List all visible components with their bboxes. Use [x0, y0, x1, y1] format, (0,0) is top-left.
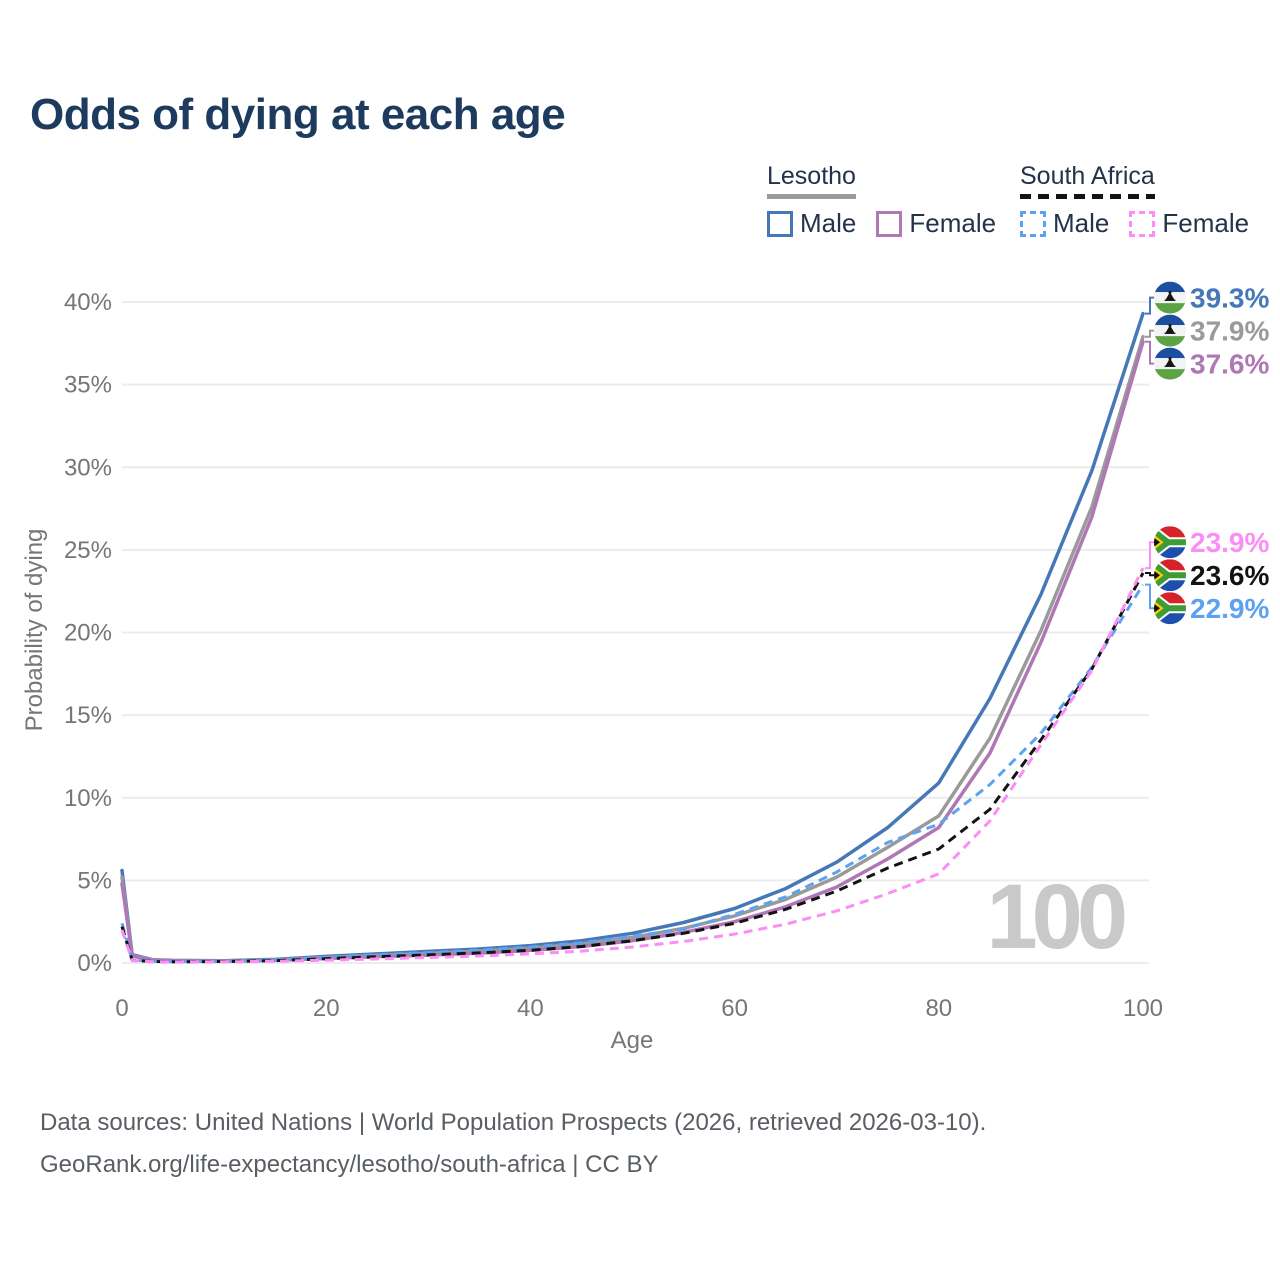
- y-tick-label: 20%: [64, 620, 112, 647]
- y-tick-label: 30%: [64, 454, 112, 481]
- lesotho-flag-icon: [1154, 314, 1186, 347]
- end-label-connector-lesotho-total: [1145, 329, 1154, 338]
- footer-attribution: GeoRank.org/life-expectancy/lesotho/sout…: [40, 1151, 659, 1178]
- end-label-connector-south-africa-total: [1145, 572, 1154, 577]
- x-tick-label: 80: [925, 995, 952, 1022]
- end-value-lesotho-total: 37.9%: [1190, 316, 1269, 347]
- end-label-connector-south-africa-male: [1145, 583, 1154, 610]
- y-tick-label: 15%: [64, 702, 112, 729]
- x-axis-title: Age: [611, 1027, 654, 1054]
- south-africa-flag-icon: [1154, 526, 1186, 559]
- page-title: Odds of dying at each age: [30, 90, 566, 139]
- x-tick-label: 60: [721, 995, 748, 1022]
- end-value-lesotho-male: 39.3%: [1190, 283, 1269, 314]
- legend-items-south-africa: Male Female: [1020, 208, 1269, 239]
- south-africa-flag-icon: [1154, 592, 1186, 625]
- x-tick-label: 100: [1123, 995, 1163, 1022]
- legend-label-south-africa-male: Male: [1053, 208, 1110, 238]
- footer: Data sources: United Nations | World Pop…: [40, 1102, 986, 1186]
- lesotho-flag-icon: [1154, 281, 1186, 314]
- legend-label-lesotho-male: Male: [800, 208, 857, 238]
- line-south-africa-female: [120, 567, 1145, 964]
- lesotho-female-swatch-icon: [876, 210, 903, 237]
- south-africa-dashed-line-swatch: [1020, 194, 1155, 199]
- end-value-lesotho-female: 37.6%: [1190, 349, 1269, 380]
- y-tick-label: 5%: [77, 867, 112, 894]
- legend-country-lesotho: Lesotho: [767, 162, 856, 199]
- end-label-connector-south-africa-female: [1145, 541, 1154, 570]
- x-tick-label: 40: [517, 995, 544, 1022]
- legend-label-south-africa-female: Female: [1162, 208, 1250, 238]
- legend-group-south-africa: South Africa Male Female: [1020, 162, 1269, 239]
- age-watermark: 100: [987, 866, 1125, 968]
- end-label-connector-lesotho-female: [1145, 340, 1154, 365]
- end-value-south-africa-total: 23.6%: [1190, 560, 1269, 591]
- x-tick-label: 20: [313, 995, 340, 1022]
- south-africa-flag-icon: [1154, 559, 1186, 592]
- south-africa-female-swatch-icon: [1129, 210, 1156, 237]
- end-value-south-africa-male: 22.9%: [1190, 593, 1269, 624]
- y-tick-label: 40%: [64, 289, 112, 316]
- lesotho-solid-line-swatch: [767, 194, 856, 199]
- y-tick-label: 25%: [64, 537, 112, 564]
- lesotho-flag-icon: [1154, 347, 1186, 380]
- legend-items-lesotho: Male Female: [767, 208, 1016, 239]
- legend-group-lesotho: Lesotho Male Female: [767, 162, 1016, 239]
- y-tick-label: 0%: [77, 950, 112, 977]
- end-label-connector-lesotho-male: [1145, 296, 1154, 315]
- y-axis-title: Probability of dying: [21, 529, 48, 732]
- lesotho-male-swatch-icon: [767, 210, 793, 237]
- y-tick-label: 10%: [64, 785, 112, 812]
- end-value-south-africa-female: 23.9%: [1190, 527, 1269, 558]
- x-tick-label: 0: [115, 995, 128, 1022]
- footer-data-sources: Data sources: United Nations | World Pop…: [40, 1109, 987, 1136]
- y-tick-label: 35%: [64, 372, 112, 399]
- south-africa-male-swatch-icon: [1020, 210, 1046, 237]
- line-lesotho-male: [120, 311, 1145, 963]
- legend-country-south-africa: South Africa: [1020, 162, 1155, 199]
- legend-label-lesotho-female: Female: [909, 208, 997, 238]
